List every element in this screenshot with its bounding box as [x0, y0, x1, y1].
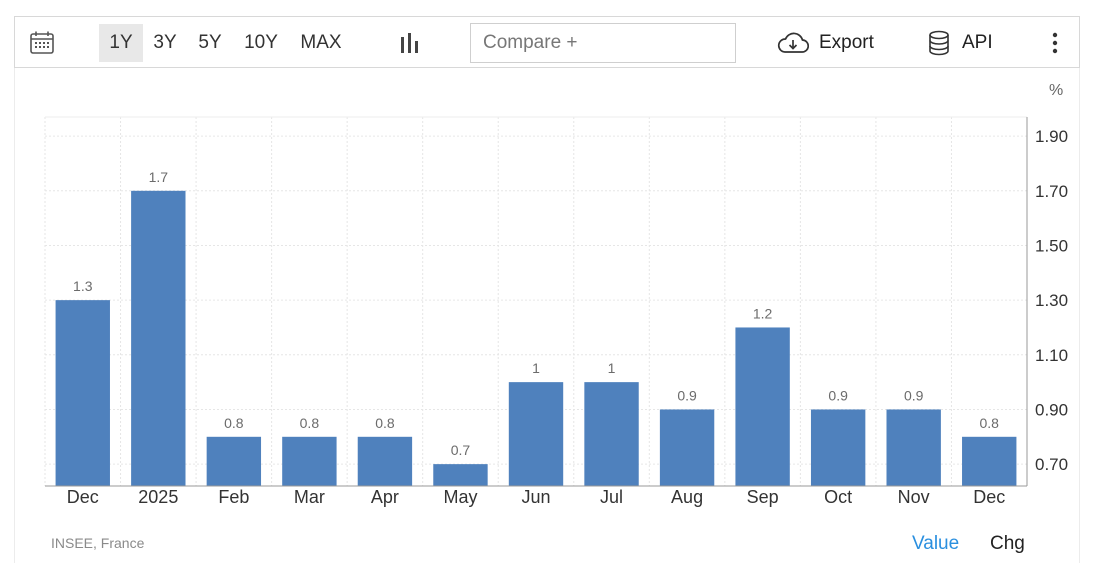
data-label: 1.2 — [753, 305, 773, 321]
y-tick-label: 1.90 — [1035, 127, 1068, 146]
api-button[interactable]: API — [928, 25, 993, 61]
y-tick-label: 1.50 — [1035, 236, 1068, 255]
x-tick-label: Sep — [747, 487, 779, 507]
x-tick-label: Dec — [67, 487, 99, 507]
x-tick-label: Aug — [671, 487, 703, 507]
bar — [659, 409, 715, 486]
x-tick-label: Oct — [824, 487, 852, 507]
tab-chg[interactable]: Chg — [990, 533, 1025, 554]
y-tick-label: 1.30 — [1035, 291, 1068, 310]
more-vertical-icon[interactable] — [1043, 27, 1067, 59]
range-max-button[interactable]: MAX — [300, 32, 342, 53]
bar — [282, 436, 337, 486]
y-tick-label: 0.70 — [1035, 455, 1068, 474]
bar — [962, 436, 1017, 486]
data-label: 0.8 — [300, 415, 320, 431]
chart-panel — [14, 68, 1080, 563]
range-5y-button[interactable]: 5Y — [198, 32, 222, 53]
range-10y-button[interactable]: 10Y — [244, 32, 278, 53]
source-label: INSEE, France — [51, 535, 145, 551]
data-label: 1 — [532, 360, 540, 376]
data-label: 0.9 — [677, 387, 697, 403]
bar — [357, 436, 413, 486]
bar — [584, 382, 639, 486]
data-label: 1 — [608, 360, 616, 376]
bar — [735, 327, 790, 486]
api-label: API — [962, 32, 993, 53]
chart-toolbar: 1Y 3Y 5Y 10Y MAX Export — [14, 16, 1080, 68]
data-label: 1.7 — [149, 169, 169, 185]
data-label: 0.7 — [451, 442, 471, 458]
calendar-icon[interactable] — [29, 30, 55, 56]
data-label: 0.8 — [224, 415, 244, 431]
x-tick-label: Jun — [521, 487, 550, 507]
x-tick-label: Feb — [218, 487, 249, 507]
bar — [55, 300, 110, 486]
bar-chart-icon[interactable] — [399, 31, 421, 55]
x-tick-label: Dec — [973, 487, 1005, 507]
bar — [206, 436, 262, 486]
data-label: 0.9 — [904, 387, 924, 403]
x-tick-label: 2025 — [138, 487, 178, 507]
data-label: 0.8 — [979, 415, 999, 431]
y-axis-unit: % — [1049, 82, 1064, 99]
data-label: 0.9 — [828, 387, 848, 403]
y-tick-label: 1.10 — [1035, 346, 1068, 365]
data-label: 1.3 — [73, 278, 93, 294]
bar — [886, 409, 941, 486]
x-tick-label: Jul — [600, 487, 623, 507]
y-tick-label: 0.90 — [1035, 400, 1068, 419]
range-3y-button[interactable]: 3Y — [153, 32, 177, 53]
tab-value[interactable]: Value — [912, 533, 960, 554]
bar — [508, 382, 564, 486]
x-tick-label: Mar — [294, 487, 325, 507]
cloud-download-icon — [777, 32, 809, 54]
bar — [433, 464, 488, 486]
y-tick-label: 1.70 — [1035, 182, 1068, 201]
compare-input[interactable] — [470, 23, 736, 63]
data-label: 0.8 — [375, 415, 395, 431]
range-1y-button[interactable]: 1Y — [99, 24, 143, 62]
bar-chart: 0.70 0.90 1.10 1.30 1.50 1.70 1.90 1.3 Dec 1.7 202… — [44, 116, 1068, 507]
x-tick-label: May — [443, 487, 477, 507]
bar — [131, 190, 186, 487]
database-icon — [928, 30, 950, 56]
x-tick-label: Apr — [371, 487, 399, 507]
bar — [810, 409, 866, 486]
x-tick-label: Nov — [898, 487, 930, 507]
export-button[interactable]: Export — [777, 25, 874, 61]
export-label: Export — [819, 32, 874, 53]
